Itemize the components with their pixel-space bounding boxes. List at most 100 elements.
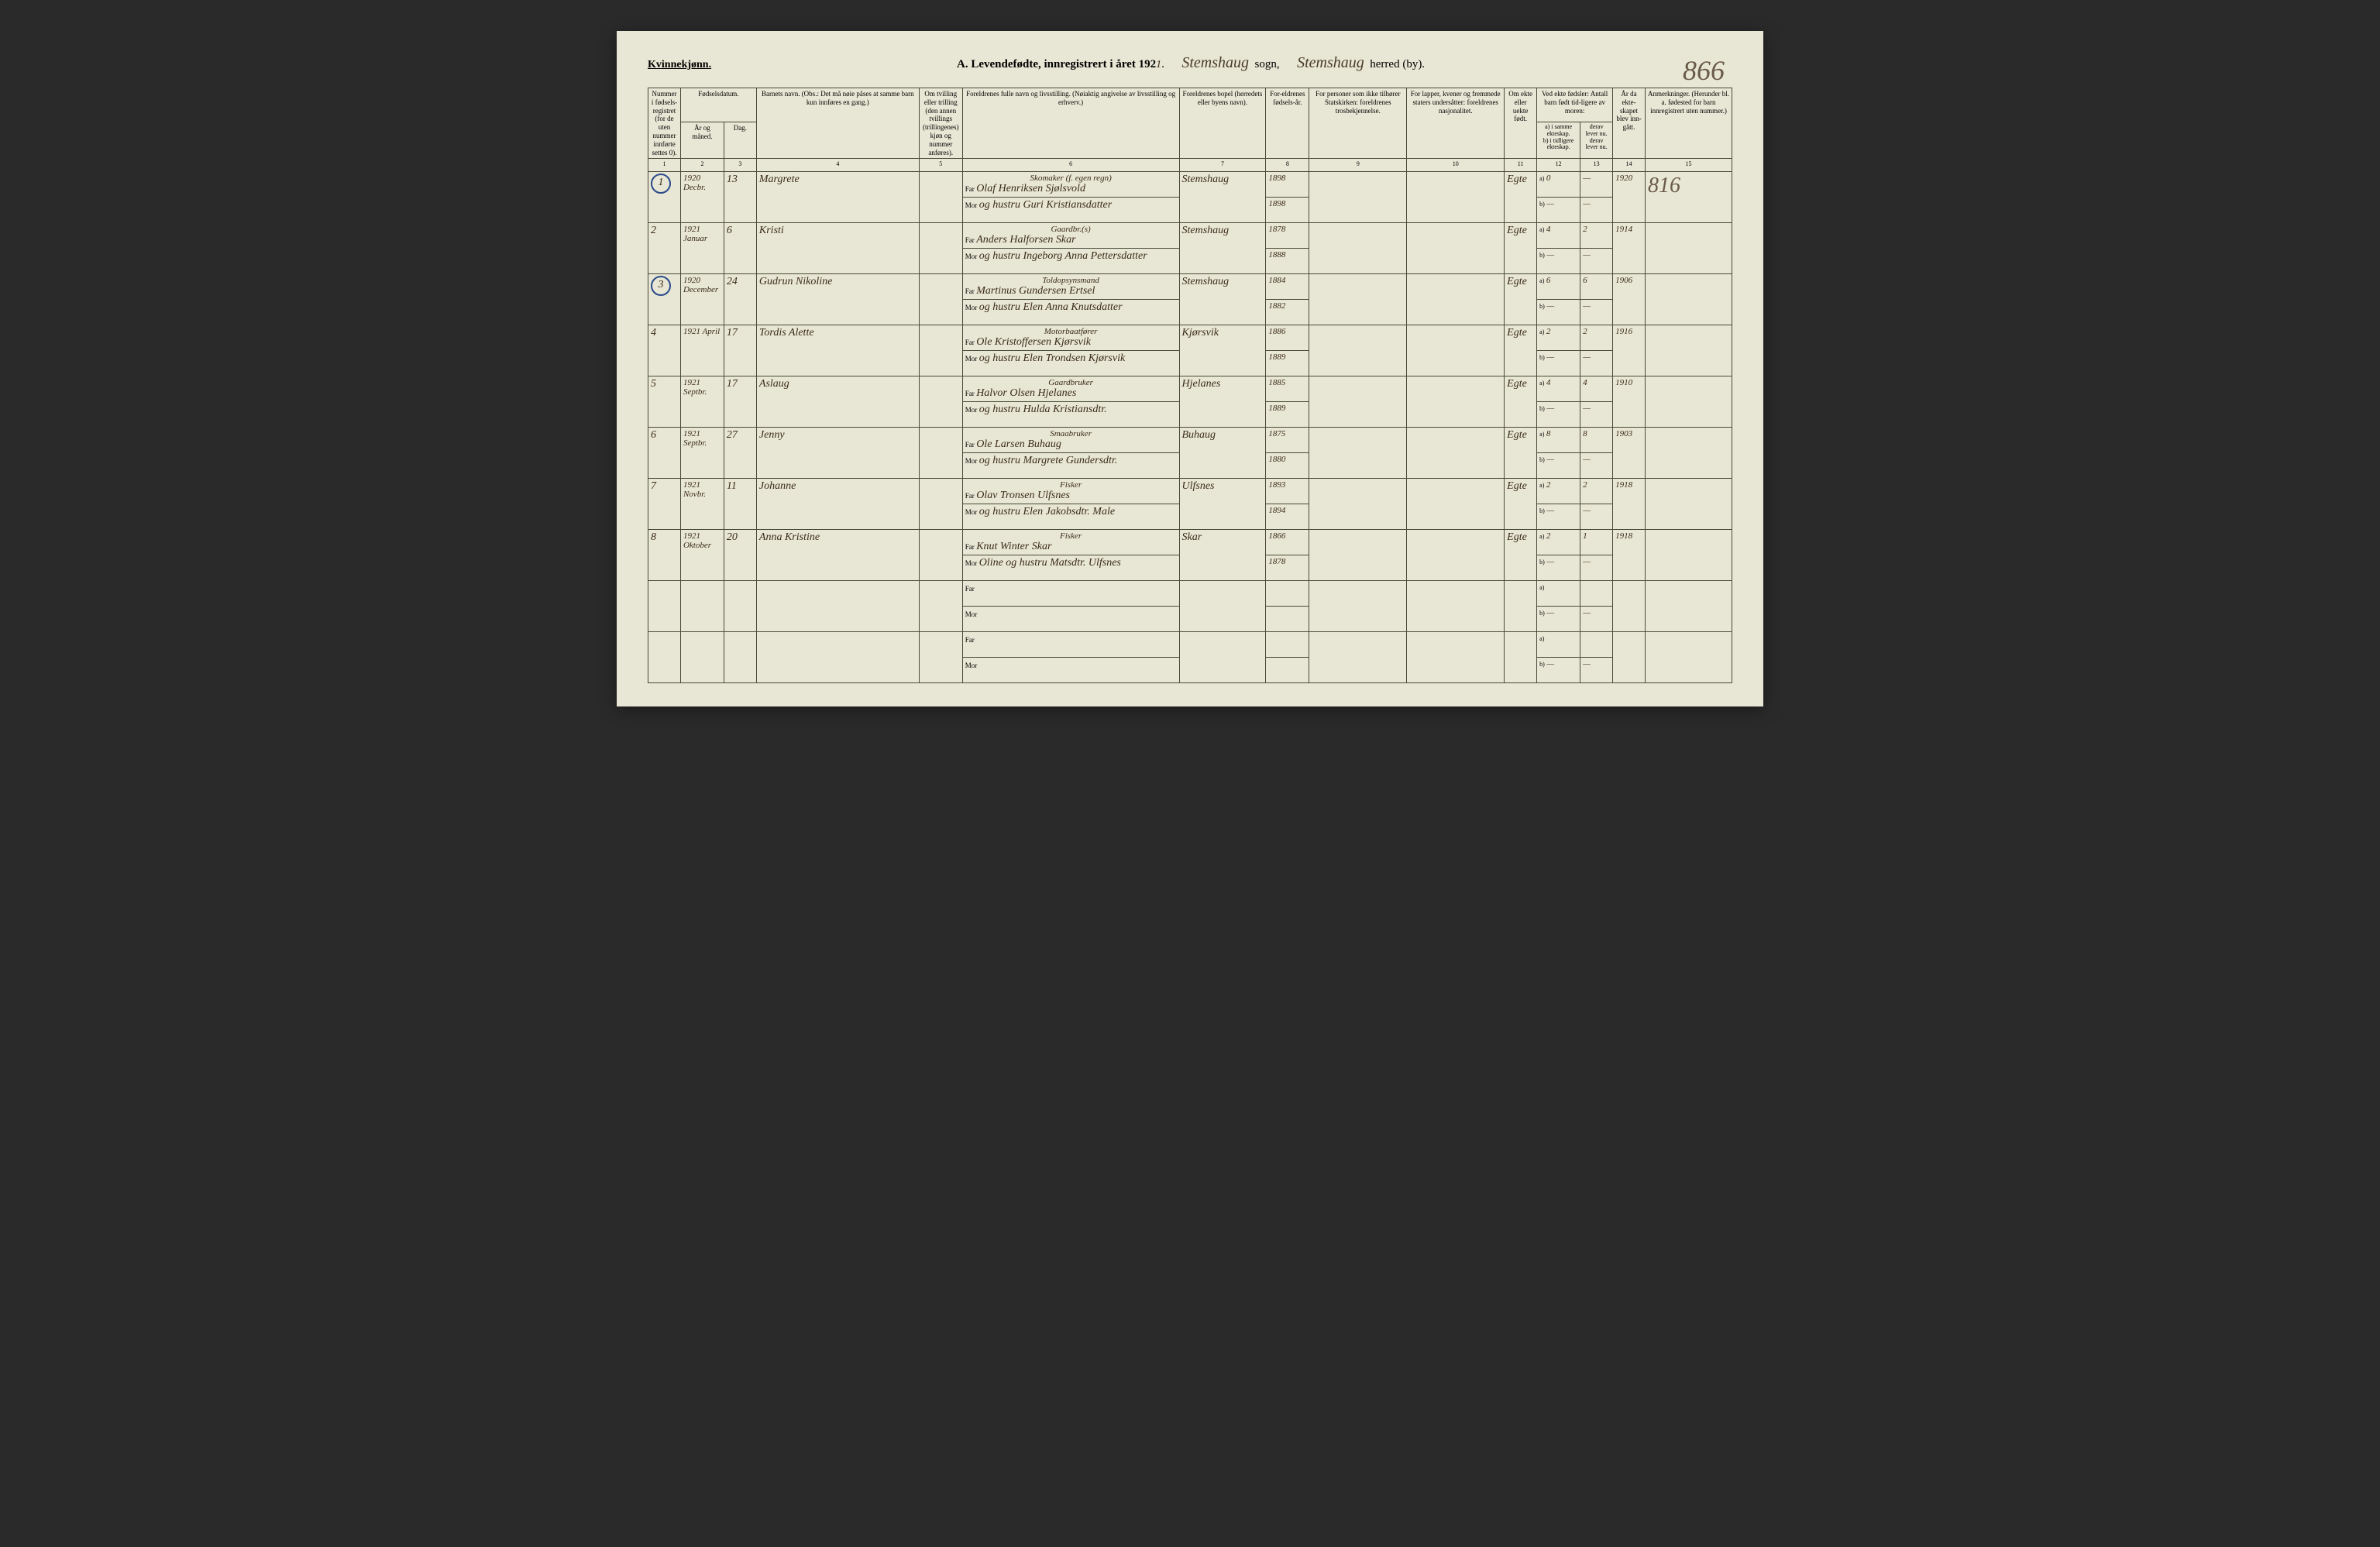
cell-mother-year: 1878 xyxy=(1266,555,1309,581)
cell-number: 4 xyxy=(648,325,681,376)
col-number: Nummer i fødsels-registret (for de uten … xyxy=(648,88,681,159)
column-index-row: 1 2 3 4 5 6 7 8 9 10 11 12 13 14 15 xyxy=(648,159,1732,172)
cell-nationality xyxy=(1407,325,1505,376)
cell-b: b) — xyxy=(1537,300,1580,325)
cell-a2: — xyxy=(1580,172,1613,198)
cell-twin xyxy=(919,172,962,223)
cell-b: b) — xyxy=(1537,249,1580,274)
cell-notes xyxy=(1646,581,1732,632)
cell-b2: — xyxy=(1580,607,1613,632)
cell-b2: — xyxy=(1580,504,1613,530)
cell-year-month: 1921 Septbr. xyxy=(680,428,724,479)
cell-a2 xyxy=(1580,632,1613,658)
cell-ekte: Egte xyxy=(1505,274,1537,325)
herred-label: herred (by). xyxy=(1370,58,1425,70)
cell-twin xyxy=(919,428,962,479)
cell-place xyxy=(1179,632,1266,683)
cell-day: 11 xyxy=(724,479,756,530)
col-twin: Om tvilling eller trilling (den annen tv… xyxy=(919,88,962,159)
table-row: 5 1921 Septbr. 17 Aslaug Gaardbruker Far… xyxy=(648,376,1732,402)
cell-nationality xyxy=(1407,376,1505,428)
cell-mother: Mor og hustru Guri Kristiansdatter xyxy=(962,198,1179,223)
cell-a2: 4 xyxy=(1580,376,1613,402)
cell-b2: — xyxy=(1580,351,1613,376)
cell-father-year: 1884 xyxy=(1266,274,1309,300)
cell-a: a) xyxy=(1537,581,1580,607)
cell-mother-year: 1894 xyxy=(1266,504,1309,530)
cell-notes: 816 xyxy=(1646,172,1732,223)
cell-church xyxy=(1309,530,1407,581)
cell-ekte: Egte xyxy=(1505,479,1537,530)
cell-notes xyxy=(1646,223,1732,274)
cell-ekte: Egte xyxy=(1505,172,1537,223)
cell-father-year: 1893 xyxy=(1266,479,1309,504)
cell-notes xyxy=(1646,530,1732,581)
cell-number: 7 xyxy=(648,479,681,530)
table-row: 6 1921 Septbr. 27 Jenny Smaabruker Far O… xyxy=(648,428,1732,453)
cell-mother-year xyxy=(1266,607,1309,632)
cell-place: Stemshaug xyxy=(1179,223,1266,274)
cell-a2: 1 xyxy=(1580,530,1613,555)
cell-father: Toldopsynsmand Far Martinus Gundersen Er… xyxy=(962,274,1179,300)
cell-church xyxy=(1309,223,1407,274)
cell-place: Stemshaug xyxy=(1179,274,1266,325)
cell-year-month: 1921 Septbr. xyxy=(680,376,724,428)
register-table: Nummer i fødsels-registret (for de uten … xyxy=(648,88,1732,683)
cell-nationality xyxy=(1407,274,1505,325)
cell-father-year: 1886 xyxy=(1266,325,1309,351)
cell-mother: Mor xyxy=(962,607,1179,632)
cell-a2: 8 xyxy=(1580,428,1613,453)
cell-notes xyxy=(1646,632,1732,683)
col-same-marriage: a) i samme ekteskap. b) i tidligere ekte… xyxy=(1537,122,1580,159)
col-parents: Foreldrenes fulle navn og livsstilling. … xyxy=(962,88,1179,159)
cell-father: Smaabruker Far Ole Larsen Buhaug xyxy=(962,428,1179,453)
table-row: Far a) xyxy=(648,581,1732,607)
cell-twin xyxy=(919,632,962,683)
cell-mother-year: 1888 xyxy=(1266,249,1309,274)
cell-mother: Mor Oline og hustru Matsdtr. Ulfsnes xyxy=(962,555,1179,581)
cell-b2: — xyxy=(1580,300,1613,325)
cell-father: Skomaker (f. egen regn) Far Olaf Henriks… xyxy=(962,172,1179,198)
cell-a2: 6 xyxy=(1580,274,1613,300)
col-living: derav lever nu. derav lever nu. xyxy=(1580,122,1613,159)
table-body: 1 1920 Decbr. 13 Margrete Skomaker (f. e… xyxy=(648,172,1732,683)
cell-father: Gaardbr.(s) Far Anders Halforsen Skar xyxy=(962,223,1179,249)
cell-a: a) 4 xyxy=(1537,223,1580,249)
cell-father: Far xyxy=(962,581,1179,607)
cell-father-year: 1878 xyxy=(1266,223,1309,249)
cell-mother: Mor xyxy=(962,658,1179,683)
cell-year-month: 1921 April xyxy=(680,325,724,376)
cell-b: b) — xyxy=(1537,198,1580,223)
cell-wed-year xyxy=(1613,581,1646,632)
cell-nationality xyxy=(1407,172,1505,223)
cell-father-year: 1885 xyxy=(1266,376,1309,402)
cell-place: Kjørsvik xyxy=(1179,325,1266,376)
cell-church xyxy=(1309,581,1407,632)
cell-b: b) — xyxy=(1537,555,1580,581)
cell-ekte: Egte xyxy=(1505,530,1537,581)
page-number-corner: 866 xyxy=(1683,54,1725,87)
col-legitimate: Om ekte eller uekte født. xyxy=(1505,88,1537,159)
cell-church xyxy=(1309,479,1407,530)
cell-place xyxy=(1179,581,1266,632)
cell-church xyxy=(1309,632,1407,683)
cell-mother: Mor og hustru Hulda Kristiansdtr. xyxy=(962,402,1179,428)
cell-child-name: Johanne xyxy=(756,479,919,530)
cell-year-month: 1921 Oktober xyxy=(680,530,724,581)
cell-father: Fisker Far Knut Winter Skar xyxy=(962,530,1179,555)
cell-father-year xyxy=(1266,581,1309,607)
cell-nationality xyxy=(1407,530,1505,581)
cell-a: a) 2 xyxy=(1537,530,1580,555)
cell-wed-year: 1903 xyxy=(1613,428,1646,479)
col-place: Foreldrenes bopel (herredets eller byens… xyxy=(1179,88,1266,159)
cell-b: b) — xyxy=(1537,453,1580,479)
table-row: 1 1920 Decbr. 13 Margrete Skomaker (f. e… xyxy=(648,172,1732,198)
cell-father: Gaardbruker Far Halvor Olsen Hjelanes xyxy=(962,376,1179,402)
cell-child-name: Margrete xyxy=(756,172,919,223)
cell-wed-year: 1910 xyxy=(1613,376,1646,428)
cell-day xyxy=(724,632,756,683)
cell-father-year: 1898 xyxy=(1266,172,1309,198)
cell-mother: Mor og hustru Elen Anna Knutsdatter xyxy=(962,300,1179,325)
col-notes: Anmerkninger. (Herunder bl. a. fødested … xyxy=(1646,88,1732,159)
cell-child-name: Jenny xyxy=(756,428,919,479)
